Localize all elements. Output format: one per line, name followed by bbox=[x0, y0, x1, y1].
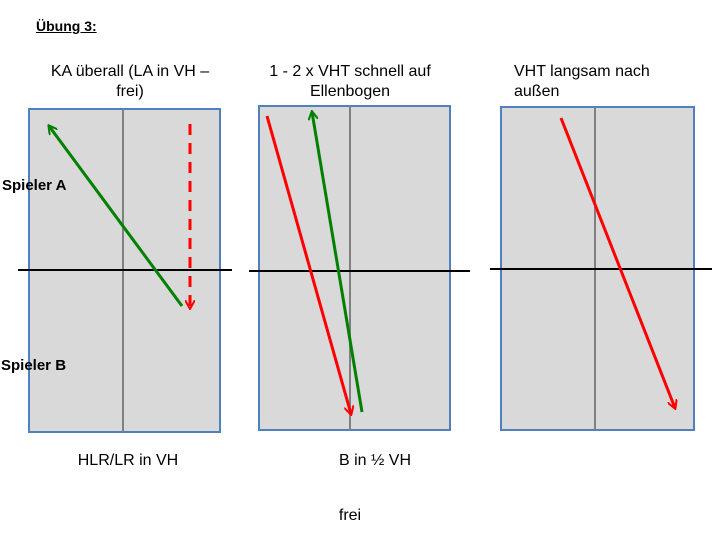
arrow-green-long bbox=[312, 112, 364, 413]
exercise-title: Übung 3: bbox=[36, 18, 97, 34]
panel-3-caption: VHT langsam nach außen bbox=[514, 62, 714, 102]
panel-2-caption: 1 - 2 x VHT schnell auf Ellenbogen bbox=[240, 62, 460, 102]
arrow-red-long bbox=[265, 115, 351, 414]
panel-2-caption-line-1: 1 - 2 x VHT schnell auf bbox=[269, 63, 431, 80]
panel-1-caption: KA überall (LA in VH – frei) bbox=[10, 62, 250, 102]
footer-text: frei bbox=[338, 507, 362, 524]
panel-1-caption-line-2: frei) bbox=[116, 83, 144, 100]
player-a-label: Spieler A bbox=[2, 177, 67, 194]
panel-1-bottom-caption: HLR/LR in VH bbox=[77, 452, 179, 469]
panel-3-caption-line-1: VHT langsam nach bbox=[514, 63, 650, 80]
player-b-label: Spieler B bbox=[1, 357, 67, 374]
table-2 bbox=[258, 105, 451, 431]
panel-3-caption-line-2: außen bbox=[514, 83, 560, 100]
arrow-green-diagonal bbox=[49, 126, 184, 307]
arrow-red-slow bbox=[559, 117, 675, 408]
panel-2-caption-line-2: Ellenbogen bbox=[309, 83, 391, 100]
panel-1-caption-line-1: KA überall (LA in VH – bbox=[50, 63, 210, 80]
panel-2-bottom-caption: B in ½ VH bbox=[338, 452, 412, 469]
